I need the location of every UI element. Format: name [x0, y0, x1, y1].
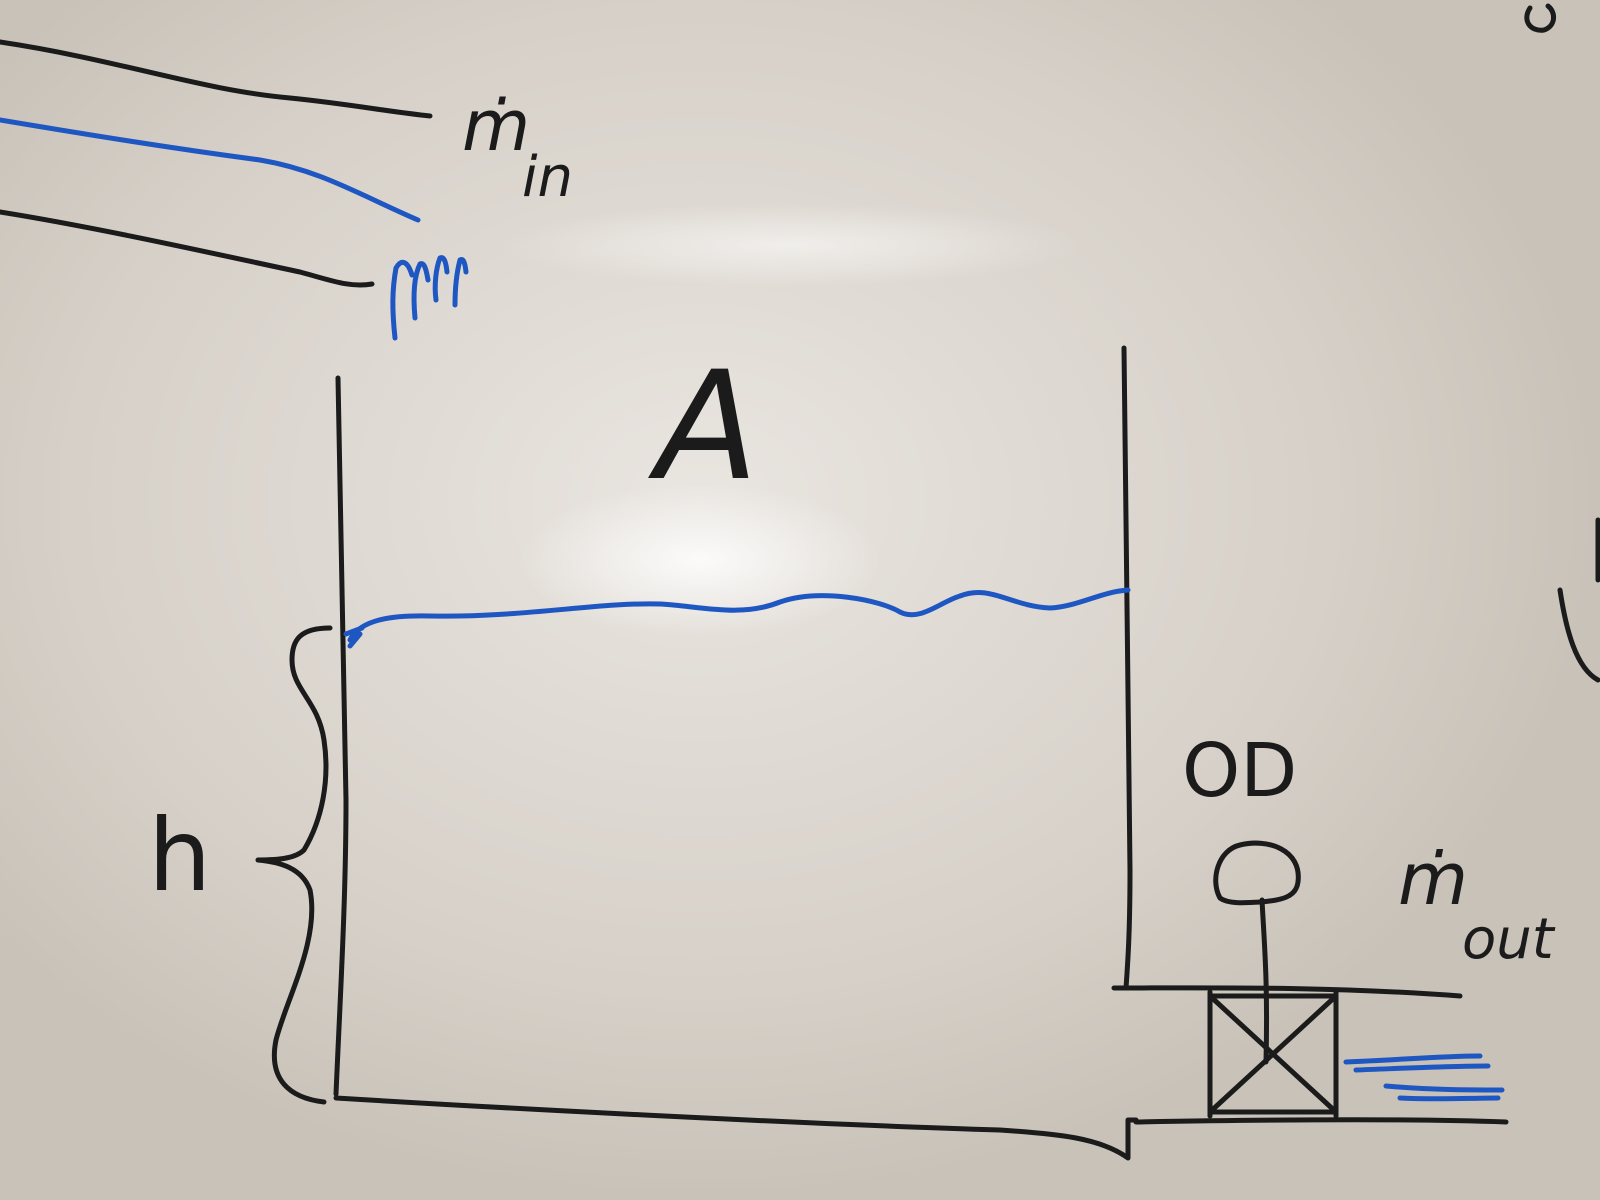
tank-bottom: [333, 1095, 1139, 1161]
edge-mark-top: [1524, 3, 1556, 33]
edge-mark-right: [1557, 517, 1600, 683]
inflow-label: ṁ: [462, 85, 530, 167]
tank-left-wall: [333, 375, 349, 1097]
water-surface: [347, 587, 1131, 643]
outlet-pipe-bottom-wall: [1133, 1117, 1509, 1125]
valve-label: OD: [1182, 728, 1297, 814]
valve-stem: [1259, 897, 1270, 1065]
water-surface-mark: [343, 625, 365, 649]
inflow-pipe-centerline: [0, 117, 421, 223]
inflow-stream: [390, 255, 469, 341]
tank-right-wall: [1121, 345, 1135, 991]
outflow-stream: [1343, 1053, 1505, 1102]
inflow-pipe: [0, 39, 469, 341]
inflow-pipe-bottom-wall: [0, 209, 375, 288]
inflow-subscript: in: [522, 145, 573, 210]
tank: [333, 345, 1139, 1161]
valve: [1207, 840, 1339, 1119]
height-label: h: [148, 797, 211, 914]
height-brace: [255, 625, 333, 1105]
outflow-label: ṁ: [1398, 837, 1468, 921]
outlet-pipe: [1111, 985, 1509, 1125]
inflow-pipe-top-wall: [0, 39, 433, 119]
outlet-pipe-top-wall: [1111, 985, 1463, 999]
valve-cross: [1207, 993, 1339, 1115]
valve-body: [1207, 989, 1339, 1119]
valve-actuator: [1213, 840, 1301, 906]
area-label: A: [648, 340, 759, 514]
outflow-subscript: out: [1462, 907, 1556, 972]
